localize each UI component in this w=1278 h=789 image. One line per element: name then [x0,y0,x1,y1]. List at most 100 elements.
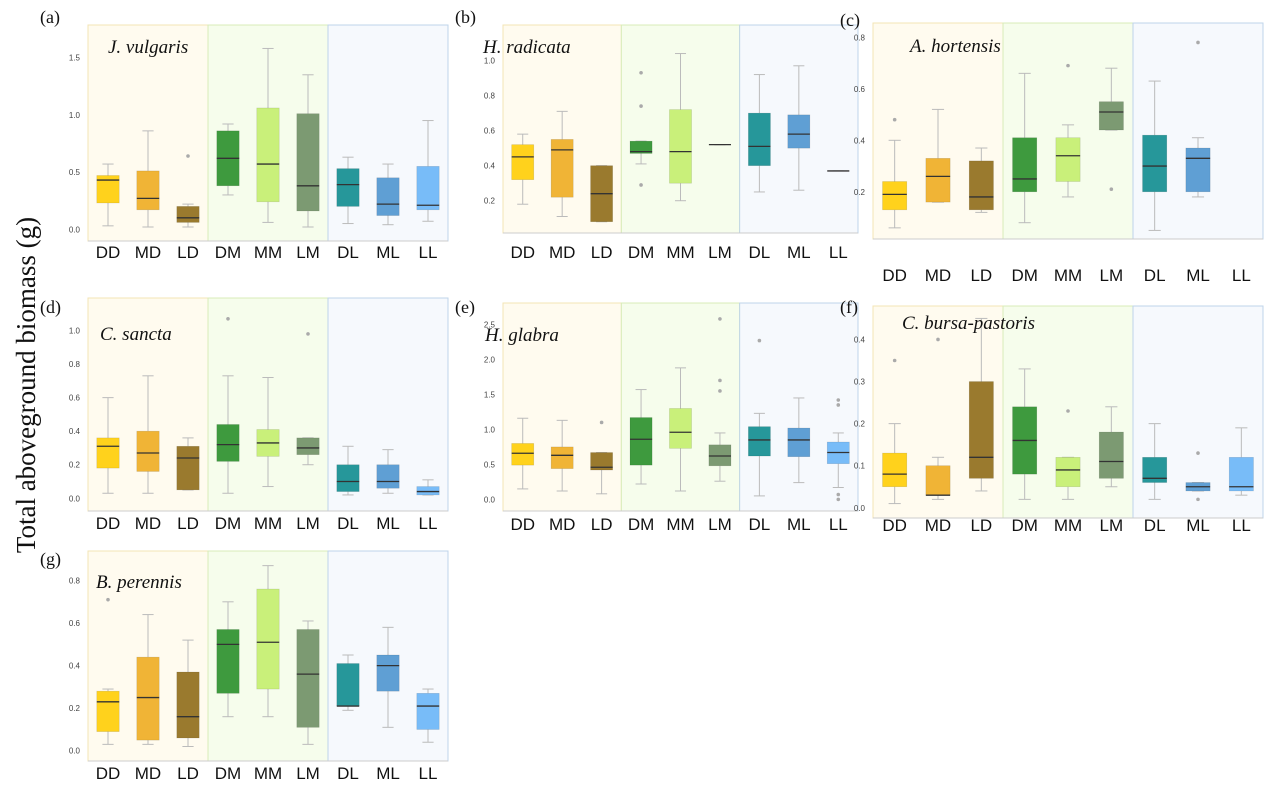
box-iqr [748,112,771,166]
panel-label: (b) [455,7,476,28]
species-title: A. hortensis [908,36,1001,57]
box-iqr [136,430,160,472]
outlier-point [226,316,230,321]
box-MM [669,367,692,492]
y-tick-label: 0.2 [854,420,866,429]
outlier-point [1109,187,1114,192]
y-tick-label: 1.0 [69,327,81,336]
x-tick-label-DM: DM [215,243,241,262]
box-LL [416,120,440,222]
outlier-point [836,492,841,497]
box-iqr [176,445,200,491]
box-iqr [1055,456,1081,488]
y-tick-label: 0.3 [854,378,866,387]
box-LD [968,147,994,213]
box-iqr [136,656,160,741]
outlier-point [599,420,604,425]
box-LM [296,332,320,466]
x-tick-label-DD: DD [96,514,121,533]
box-ML [1185,40,1211,198]
x-tick-label-ML: ML [787,515,811,534]
box-LD [176,639,200,747]
box-LM [1098,67,1124,192]
species-title: C. bursa-pastoris [902,313,1035,334]
species-title: C. sancta [100,324,172,345]
outlier-point [718,317,722,321]
species-title: H. radicata [482,37,571,58]
box-iqr [96,690,120,732]
box-iqr [1098,431,1124,479]
box-LL [416,479,440,496]
box-iqr [590,452,613,471]
box-iqr [669,109,692,184]
x-tick-label-MM: MM [254,514,282,533]
box-iqr [176,671,200,739]
box-iqr [216,424,240,462]
y-tick-label: 0.4 [69,427,81,436]
panel-f: 0.0 0.1 0.2 0.3 0.4 DD MD LD DM MM LM DL ML LL (f) C. b… [840,297,1264,535]
box-MD [136,375,160,494]
x-tick-label-LD: LD [177,764,199,783]
treatment-zone-3 [1132,22,1264,240]
panel-g: 0.0 0.2 0.4 0.6 0.8 DD MD LD DM MM LM DL ML LL (g) B. p… [40,549,449,783]
box-LD [968,317,994,492]
x-tick-label-LL: LL [419,243,438,262]
box-iqr [925,158,951,203]
panel-e: 0.0 0.5 1.0 1.5 2.0 2.5 DD MD LD DM MM LM DL ML LL (e) H… [455,297,859,534]
y-tick-label: 0.8 [69,577,81,586]
x-tick-label-DM: DM [1011,266,1037,285]
x-tick-label-LL: LL [1232,266,1251,285]
x-tick-label-MM: MM [254,764,282,783]
y-axis-title: Total aboveground biomass (g) [11,217,41,553]
outlier-point [836,497,841,502]
y-tick-label: 0.0 [854,504,866,513]
x-tick-label-DM: DM [628,243,654,262]
box-DL [1142,80,1168,231]
box-ML [1185,451,1211,502]
species-title: B. perennis [96,572,182,593]
y-tick-label: 0.8 [854,33,866,42]
box-DL [336,445,360,496]
box-iqr [1098,101,1124,131]
outlier-point [639,104,643,108]
species-title: H. glabra [484,325,559,346]
outlier-point [757,338,762,343]
x-tick-label-MM: MM [1054,266,1082,285]
box-DM [216,601,240,718]
box-MD [136,614,160,745]
box-iqr [550,139,574,198]
x-tick-label-MD: MD [549,515,575,534]
x-tick-label-DM: DM [628,515,654,534]
box-iqr [416,486,440,496]
y-tick-label: 0.1 [854,462,866,471]
y-tick-label: 0.2 [69,704,81,713]
x-tick-label-MM: MM [666,243,694,262]
x-tick-label-ML: ML [1186,266,1210,285]
box-iqr [176,206,200,223]
x-tick-label-LL: LL [419,514,438,533]
x-tick-label-LM: LM [1100,516,1124,535]
panel-a: 0.0 0.5 1.0 1.5 DD MD LD DM MM LM DL ML LL (a) J. vulg… [40,7,449,262]
x-tick-label-DL: DL [337,514,359,533]
y-tick-label: 0.5 [484,460,496,469]
y-tick-label: 0.0 [484,495,496,504]
box-iqr [1142,134,1168,193]
y-tick-label: 0.4 [69,662,81,671]
box-iqr [416,166,440,211]
x-tick-label-LM: LM [296,764,320,783]
x-tick-label-LD: LD [970,266,992,285]
box-DM [629,71,653,187]
box-ML [376,626,400,728]
panel-d: 0.0 0.2 0.4 0.6 0.8 1.0 DD MD LD DM MM LM DL ML LL (d) C… [40,297,449,533]
box-iqr [256,107,280,203]
box-iqr [296,629,320,728]
box-DM [1012,72,1038,224]
box-iqr [968,381,994,479]
outlier-point [1196,451,1200,455]
box-DM [216,123,240,196]
x-tick-label-ML: ML [1186,516,1210,535]
box-MM [256,47,280,223]
box-LM [1098,406,1124,488]
y-tick-label: 0.2 [484,197,496,206]
x-tick-label-LL: LL [419,764,438,783]
